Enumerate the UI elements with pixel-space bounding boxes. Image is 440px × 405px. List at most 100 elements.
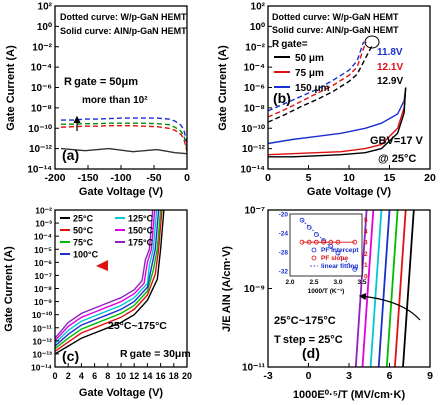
y-tick-label: 10⁻⁴ (34, 232, 52, 242)
y-tick-label: 10⁻⁸ (244, 103, 265, 114)
inset-yright-label: 0 (364, 274, 368, 281)
y-tick-label: 10⁻¹² (29, 144, 53, 155)
legend-50: 50 μm (295, 53, 324, 64)
inset-slope-point (299, 239, 305, 245)
inset-intercept-point (352, 266, 358, 272)
y-tick-label: 10⁻⁹ (34, 297, 52, 307)
y-tick-label: 10⁻² (35, 206, 52, 216)
series-line-2 (60, 124, 187, 152)
series-line-2 (369, 210, 383, 367)
series-line-0 (55, 210, 165, 355)
y-tick-label: 10⁻⁶ (34, 258, 52, 268)
inset-slope-point (313, 239, 319, 245)
x-tick-label: 6 (387, 370, 393, 382)
series-line-0 (268, 41, 365, 112)
series-line-6 (402, 210, 415, 367)
series-line-4 (55, 210, 158, 344)
x-tick-label: 6 (92, 371, 97, 381)
y-tick-label: 10⁻¹⁴ (240, 165, 265, 176)
inset-slope-point (352, 239, 358, 245)
x-tick-label: 12 (129, 371, 139, 381)
inset-slope-point (328, 239, 334, 245)
x-tick-label: 15 (384, 172, 396, 184)
inset-slope-point (335, 239, 341, 245)
x-tick-label: 10 (343, 172, 355, 184)
annotation-rgate: R gate = 30μm (120, 348, 191, 360)
y-tick-label: 10⁻¹¹ (242, 363, 266, 374)
inset: -20 -24 -28 -32 0 1 2 3 4 5 2.0 2.5 3.0 3.5 1000/T (K… (279, 212, 368, 296)
legend-label: 25°C (73, 214, 94, 224)
y-tick-label: 10⁻⁸ (31, 103, 52, 114)
x-tick-label: 4 (79, 371, 84, 381)
series-line-1 (61, 122, 187, 149)
series-line-2 (55, 210, 162, 350)
inset-intercept-point (306, 224, 312, 230)
x-tick-label: 5 (306, 172, 312, 184)
annotation-11-8: 11.8V (377, 47, 403, 58)
series-line-4 (385, 210, 399, 367)
series-line-5 (394, 210, 407, 367)
x-tick-label: 0 (52, 371, 57, 381)
panel-d: 10⁻⁷10⁻⁹10⁻¹¹ -3 0 3 6 9 J/E AlN (A/cm·V) 10… (221, 206, 433, 402)
x-tick-label: 8 (105, 371, 110, 381)
y-axis-label: Gate Current (A) (5, 45, 17, 131)
series-line-5 (55, 210, 156, 342)
x-tick-label: -200 (44, 172, 65, 184)
y-tick-label: 10⁻¹¹ (32, 323, 52, 333)
panel-a: 10² 10⁰ 10⁻² 10⁻⁴ 10⁻⁶ 10⁻⁸ 10⁻¹⁰ 10⁻¹² 10⁻¹⁴ -2… (5, 2, 190, 199)
legend-solid: Solid curve: AlN/p-GaN HEMT (60, 26, 187, 36)
legend-dotted: Dotted curve: W/p-GaN HEMT (272, 12, 399, 22)
x-tick-label: 0 (265, 172, 271, 184)
inset-frame (289, 213, 363, 277)
y-tick-label: 10² (251, 2, 266, 13)
y-tick-label: 10⁻³ (35, 219, 52, 229)
y-tick-label: 10⁻² (32, 42, 52, 53)
y-tick-label: 10⁻⁵ (34, 245, 52, 255)
legend-label: 175°C (128, 238, 154, 248)
legend-solid: Solid curve: AlN/p-GaN HEMT (272, 25, 399, 35)
inset-yright-label: 3 (364, 240, 368, 247)
inset-intercept-point (335, 250, 341, 256)
x-tick-label: 3 (346, 370, 352, 382)
y-tick-label: 10⁻⁷ (244, 206, 265, 217)
x-axis-label: Gate Voltage (V) (79, 186, 163, 198)
y-axis-label: J/E AlN (A/cm·V) (221, 246, 233, 332)
y-tick-label: 10⁰ (250, 22, 265, 33)
x-tick-label: 0 (184, 172, 190, 184)
inset-yleft-label: -32 (279, 269, 289, 276)
series-line-3 (268, 87, 407, 145)
x-axis-label: Gate Voltage (V) (307, 186, 391, 198)
y-tick-label: 10⁻⁹ (244, 284, 265, 295)
series-line-0 (61, 117, 187, 144)
y-tick-label: 10⁻¹² (242, 144, 266, 155)
legend-dotted: Dotted curve: W/p-GaN HEMT (60, 12, 187, 22)
inset-x-tick-label: 2.0 (285, 279, 294, 286)
x-tick-label: 10 (116, 371, 126, 381)
inset-yleft-label: -20 (279, 212, 289, 219)
y-tick-label: 10⁻¹⁰ (241, 124, 265, 135)
x-tick-label: -150 (77, 172, 98, 184)
legend-label: 50°C (73, 226, 94, 236)
series-line-5 (268, 87, 407, 158)
x-tick-label: 18 (169, 371, 179, 381)
legend-label: 150°C (128, 226, 154, 236)
series-line-1 (361, 210, 375, 367)
series-line-4 (268, 87, 407, 156)
inset-intercept-point (313, 232, 319, 237)
legend-label: 125°C (128, 214, 154, 224)
legend-title: R gate= (272, 39, 308, 50)
inset-yleft-label: -24 (279, 231, 289, 238)
y-tick-label: 10⁻¹⁴ (27, 165, 52, 176)
y-tick-label: 10⁻⁴ (31, 63, 52, 74)
x-tick-label: 20 (424, 172, 436, 184)
y-tick-label: 10⁻⁶ (244, 83, 265, 94)
inset-x-tick-label: 3.5 (357, 279, 366, 286)
inset-intercept-point (299, 217, 305, 223)
x-tick-label: 2 (66, 371, 71, 381)
panel-c: 10⁻² 10⁻³ 10⁻⁴ 10⁻⁵ 10⁻⁶ 10⁻⁷ 10⁻⁸ 10⁻⁹ 10⁻¹⁰ 10⁻… (3, 206, 192, 400)
inset-x-tick-label: 2.5 (309, 279, 318, 286)
inset-legend-label: PF slope (321, 255, 348, 262)
inset-yright-label: 4 (364, 228, 368, 235)
legend-label: 75°C (73, 238, 94, 248)
x-tick-label: 14 (142, 371, 152, 381)
